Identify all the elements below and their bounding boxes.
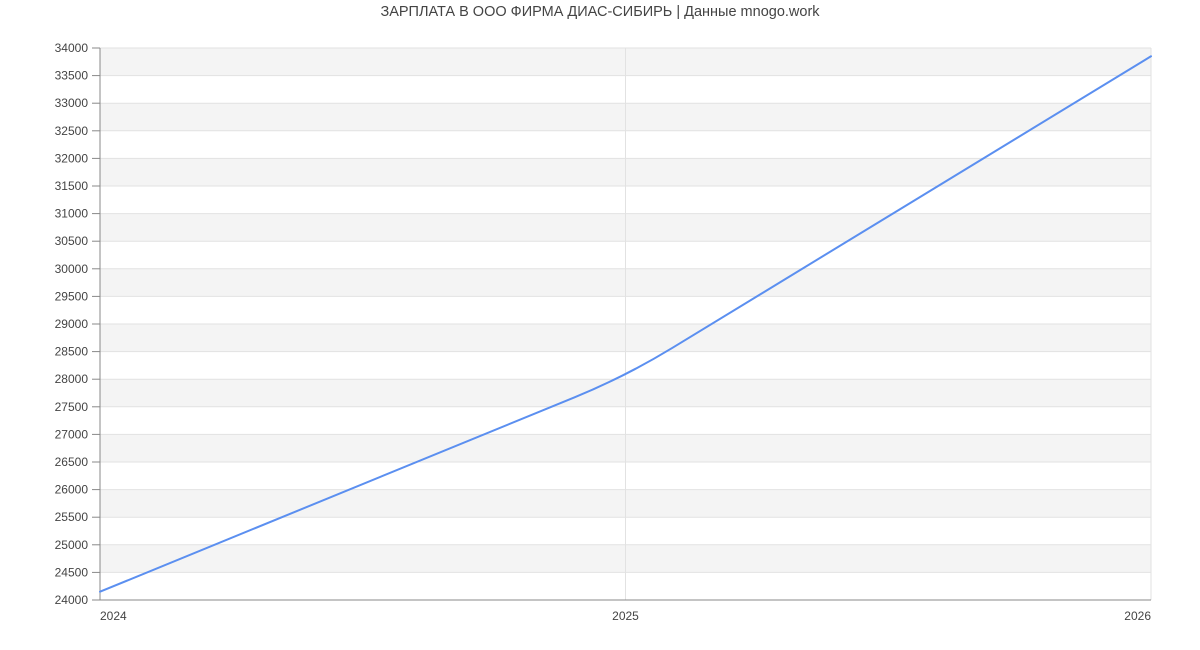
svg-text:27500: 27500: [55, 400, 89, 414]
svg-text:31000: 31000: [55, 207, 89, 221]
svg-text:2025: 2025: [612, 609, 639, 623]
svg-text:34000: 34000: [55, 41, 89, 55]
svg-text:25500: 25500: [55, 510, 89, 524]
svg-text:33000: 33000: [55, 96, 89, 110]
svg-text:28500: 28500: [55, 345, 89, 359]
svg-text:24000: 24000: [55, 593, 89, 607]
svg-text:32500: 32500: [55, 124, 89, 138]
svg-text:2024: 2024: [100, 609, 127, 623]
svg-text:29500: 29500: [55, 289, 89, 303]
svg-text:26000: 26000: [55, 483, 89, 497]
svg-text:25000: 25000: [55, 538, 89, 552]
svg-text:31500: 31500: [55, 179, 89, 193]
svg-text:2026: 2026: [1124, 609, 1151, 623]
svg-text:33500: 33500: [55, 69, 89, 83]
svg-text:26500: 26500: [55, 455, 89, 469]
svg-text:30000: 30000: [55, 262, 89, 276]
svg-text:30500: 30500: [55, 234, 89, 248]
svg-text:28000: 28000: [55, 372, 89, 386]
svg-text:29000: 29000: [55, 317, 89, 331]
svg-text:27000: 27000: [55, 427, 89, 441]
svg-text:24500: 24500: [55, 565, 89, 579]
svg-text:32000: 32000: [55, 151, 89, 165]
